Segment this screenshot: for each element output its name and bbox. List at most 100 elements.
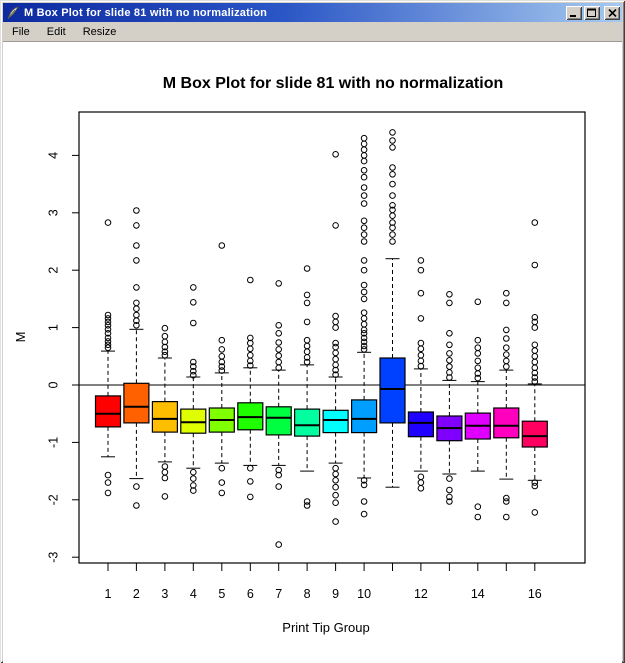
outlier-point xyxy=(332,464,339,472)
outlier-point xyxy=(389,212,396,219)
maximize-button[interactable] xyxy=(584,5,600,20)
outlier-point xyxy=(161,468,169,476)
box-group-9 xyxy=(322,409,349,434)
outlier-point xyxy=(503,513,510,521)
menu-resize[interactable]: Resize xyxy=(82,25,117,38)
outlier-point xyxy=(417,479,425,486)
outlier-point xyxy=(531,261,539,269)
outlier-point xyxy=(161,493,169,500)
outlier-point xyxy=(104,344,112,352)
outlier-point xyxy=(474,364,482,372)
outlier-point xyxy=(417,339,425,347)
outlier-point xyxy=(190,358,197,366)
box-group-7 xyxy=(265,406,292,436)
x-tick-label: 14 xyxy=(471,587,485,601)
outlier-point xyxy=(360,330,368,337)
outlier-point xyxy=(161,332,169,340)
outlier-point xyxy=(389,129,396,136)
outlier-point xyxy=(332,371,339,379)
outlier-point xyxy=(247,334,254,342)
outlier-point xyxy=(503,498,510,505)
outlier-point xyxy=(474,357,482,365)
outlier-point xyxy=(104,338,112,345)
outlier-point xyxy=(474,374,482,382)
outlier-point xyxy=(303,348,311,356)
outlier-point xyxy=(360,320,368,328)
outlier-point xyxy=(275,541,283,548)
outlier-point xyxy=(332,477,339,484)
outlier-point xyxy=(218,489,226,497)
outlier-point xyxy=(275,330,283,337)
outlier-point xyxy=(531,219,539,226)
outlier-point xyxy=(275,339,283,346)
outlier-point xyxy=(360,266,368,274)
x-tick-label: 2 xyxy=(133,587,140,601)
outlier-point xyxy=(275,466,283,474)
outlier-point xyxy=(446,475,453,482)
outlier-point xyxy=(332,355,339,363)
outlier-point xyxy=(133,299,140,307)
x-tick-label: 10 xyxy=(357,587,371,601)
x-axis-label: Print Tip Group xyxy=(282,620,369,635)
outlier-point xyxy=(247,493,254,501)
box-group-4 xyxy=(180,408,207,434)
outlier-point xyxy=(360,281,368,289)
outlier-point xyxy=(503,335,510,342)
outlier-point xyxy=(503,289,510,297)
outlier-point xyxy=(133,242,140,249)
outlier-point xyxy=(332,318,339,326)
outlier-point xyxy=(360,481,368,489)
boxplot-canvas: M Box Plot for slide 81 with no normaliz… xyxy=(13,75,586,635)
outlier-point xyxy=(503,357,510,365)
outlier-point xyxy=(332,499,339,507)
menu-file[interactable]: File xyxy=(12,25,30,38)
outlier-point xyxy=(275,358,283,366)
x-tick-label: 12 xyxy=(414,587,428,601)
minimize-button[interactable] xyxy=(566,5,582,20)
outlier-point xyxy=(503,363,510,370)
outlier-point xyxy=(446,341,453,349)
outlier-point xyxy=(133,305,140,313)
x-tick-label: 16 xyxy=(528,587,542,601)
outlier-point xyxy=(474,344,482,352)
close-button[interactable] xyxy=(604,5,620,20)
outlier-point xyxy=(303,358,311,366)
outlier-point xyxy=(190,475,197,482)
outlier-point xyxy=(303,498,311,505)
box-group-11 xyxy=(379,357,406,424)
outlier-point xyxy=(190,367,197,375)
outlier-point xyxy=(332,518,339,525)
window-title: M Box Plot for slide 81 with no normaliz… xyxy=(24,6,268,19)
outlier-point xyxy=(104,318,112,326)
outlier-point xyxy=(133,502,140,509)
y-tick-label: -2 xyxy=(46,494,60,505)
outlier-point xyxy=(303,265,311,272)
outlier-point xyxy=(389,238,396,245)
x-tick-label: 3 xyxy=(161,587,168,601)
outlier-point xyxy=(417,257,425,264)
maximize-icon xyxy=(587,8,596,17)
outlier-point xyxy=(332,343,339,351)
outlier-point xyxy=(503,344,510,352)
x-tick-label: 7 xyxy=(275,587,282,601)
outlier-point xyxy=(474,298,482,306)
outlier-point xyxy=(104,311,112,319)
outlier-point xyxy=(417,266,425,274)
outlier-point xyxy=(247,362,254,369)
outlier-point xyxy=(332,151,339,158)
outlier-point xyxy=(133,207,140,214)
titlebar[interactable]: M Box Plot for slide 81 with no normaliz… xyxy=(3,3,622,22)
x-tick-label: 6 xyxy=(247,587,254,601)
outlier-point xyxy=(389,144,396,151)
outlier-point xyxy=(247,478,254,485)
outlier-point xyxy=(531,374,539,381)
outlier-point xyxy=(389,219,396,226)
outlier-point xyxy=(360,288,368,296)
box-group-1 xyxy=(94,395,122,428)
outlier-point xyxy=(218,346,226,353)
outlier-point xyxy=(417,345,425,353)
outlier-point xyxy=(446,291,453,298)
menu-edit[interactable]: Edit xyxy=(46,25,66,38)
outlier-point xyxy=(104,219,112,226)
outlier-point xyxy=(104,322,112,329)
